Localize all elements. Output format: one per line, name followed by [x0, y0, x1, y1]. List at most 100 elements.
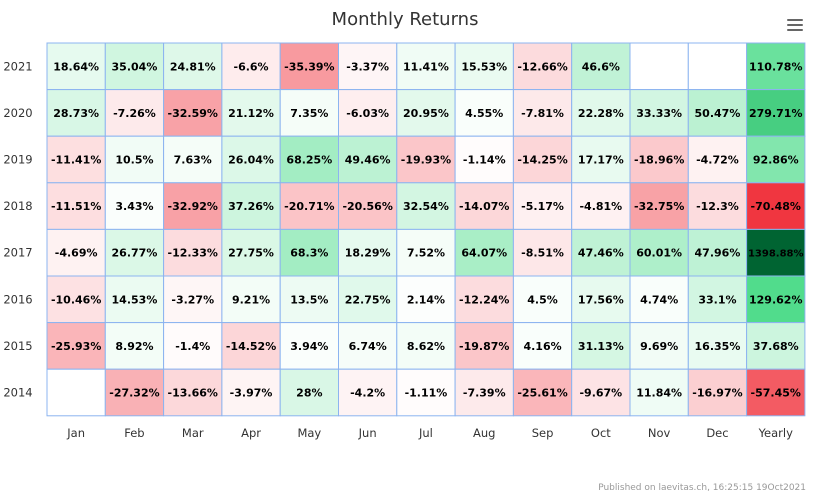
x-axis-label: Sep: [532, 426, 554, 440]
heatmap-cell[interactable]: [396, 135, 456, 184]
y-axis-label: 2014: [3, 386, 32, 400]
heatmap-cell[interactable]: [571, 135, 631, 184]
heatmap-cell[interactable]: [338, 228, 398, 277]
heatmap-cell[interactable]: [396, 228, 456, 277]
heatmap-cell[interactable]: [163, 275, 223, 324]
heatmap-cell[interactable]: [396, 182, 456, 230]
heatmap-cell[interactable]: [46, 42, 106, 91]
data-label: 14.53%: [112, 293, 158, 306]
heatmap-cell[interactable]: [687, 275, 748, 324]
heatmap-cell[interactable]: [104, 322, 165, 370]
heatmap-cell[interactable]: [629, 182, 689, 230]
data-label: -12.66%: [517, 60, 567, 73]
heatmap-cell[interactable]: [512, 275, 573, 324]
data-label: -70.48%: [751, 200, 801, 213]
heatmap-cell[interactable]: [338, 42, 398, 91]
data-label: 2.14%: [407, 293, 445, 306]
heatmap-cell[interactable]: [163, 322, 223, 370]
data-label: 4.55%: [465, 107, 503, 120]
heatmap-cell[interactable]: [512, 135, 573, 184]
credits-text[interactable]: Published on laevitas.ch, 16:25:15 19Oct…: [598, 483, 806, 493]
heatmap-cell[interactable]: [687, 42, 748, 91]
heatmap-cell[interactable]: [746, 135, 806, 184]
heatmap-cell[interactable]: [163, 42, 223, 91]
heatmap-cell[interactable]: [163, 89, 223, 137]
heatmap-cell[interactable]: [629, 228, 689, 277]
heatmap-cell[interactable]: [221, 322, 281, 370]
heatmap-cell[interactable]: [746, 182, 806, 230]
data-label: -12.24%: [459, 293, 509, 306]
heatmap-cell[interactable]: [746, 89, 806, 137]
heatmap-cell[interactable]: [163, 228, 223, 277]
data-label: 18.29%: [345, 247, 391, 260]
heatmap-cell[interactable]: [396, 89, 456, 137]
heatmap-cell[interactable]: [687, 228, 748, 277]
data-label: 7.63%: [174, 154, 212, 167]
data-label: -25.93%: [51, 340, 101, 353]
heatmap-cell[interactable]: [512, 322, 573, 370]
heatmap-cell[interactable]: [338, 182, 398, 230]
heatmap-cell[interactable]: [338, 322, 398, 370]
x-axis-label: Nov: [648, 426, 671, 440]
heatmap-cell[interactable]: [46, 182, 106, 230]
heatmap-cell[interactable]: [396, 42, 456, 91]
heatmap-cell[interactable]: [221, 42, 281, 91]
data-label: -1.11%: [405, 387, 448, 400]
x-axis-label: Aug: [473, 426, 495, 440]
heatmap-cell[interactable]: [46, 368, 106, 417]
data-label: -13.66%: [168, 387, 218, 400]
heatmap-cell[interactable]: [746, 368, 806, 417]
heatmap-cell[interactable]: [512, 368, 573, 417]
heatmap-cell[interactable]: [338, 89, 398, 137]
heatmap-cell[interactable]: [163, 368, 223, 417]
heatmap-cell[interactable]: [629, 135, 689, 184]
heatmap-cell[interactable]: [46, 89, 106, 137]
data-label: 28%: [296, 387, 322, 400]
heatmap-cell[interactable]: [279, 228, 340, 277]
heatmap-cell[interactable]: [338, 275, 398, 324]
heatmap-cell[interactable]: [454, 368, 514, 417]
data-label: 92.86%: [753, 154, 799, 167]
heatmap-cell[interactable]: [279, 89, 340, 137]
heatmap-cell[interactable]: [221, 368, 281, 417]
hamburger-menu-icon[interactable]: [787, 19, 803, 31]
heatmap-cell[interactable]: [454, 275, 514, 324]
heatmap-cell[interactable]: [512, 228, 573, 277]
heatmap-cell[interactable]: [104, 275, 165, 324]
heatmap-cell[interactable]: [687, 368, 748, 417]
heatmap-cell[interactable]: [571, 228, 631, 277]
heatmap-cell[interactable]: [629, 42, 689, 91]
heatmap-cell[interactable]: [279, 135, 340, 184]
heatmap-cell[interactable]: [746, 228, 806, 277]
heatmap-cell[interactable]: [221, 228, 281, 277]
heatmap-cell[interactable]: [279, 182, 340, 230]
heatmap-cell[interactable]: [571, 368, 631, 417]
heatmap-cell[interactable]: [629, 89, 689, 137]
heatmap-cell[interactable]: [163, 182, 223, 230]
heatmap-cell[interactable]: [279, 275, 340, 324]
heatmap-cell[interactable]: [221, 275, 281, 324]
heatmap-cell[interactable]: [512, 182, 573, 230]
data-label: 47.46%: [578, 247, 624, 260]
data-label: -18.96%: [634, 154, 684, 167]
heatmap-cell[interactable]: [512, 89, 573, 137]
x-axis-label: Dec: [706, 426, 728, 440]
data-label: 4.74%: [640, 293, 678, 306]
data-label: 16.35%: [695, 340, 741, 353]
data-label: -20.56%: [342, 200, 392, 213]
heatmap-cell[interactable]: [746, 322, 806, 370]
heatmap-cell[interactable]: [396, 322, 456, 370]
data-label: 11.41%: [403, 60, 449, 73]
heatmap-cell[interactable]: [746, 42, 806, 91]
heatmap-cell[interactable]: [104, 89, 165, 137]
data-label: -19.93%: [401, 154, 451, 167]
heatmap-cell[interactable]: [396, 275, 456, 324]
heatmap-cell[interactable]: [221, 89, 281, 137]
heatmap-cell[interactable]: [454, 322, 514, 370]
heatmap-cell[interactable]: [279, 42, 340, 91]
data-label: 26.77%: [112, 247, 158, 260]
heatmap-cell[interactable]: [338, 368, 398, 417]
heatmap-cell[interactable]: [571, 322, 631, 370]
heatmap-cell[interactable]: [396, 368, 456, 417]
